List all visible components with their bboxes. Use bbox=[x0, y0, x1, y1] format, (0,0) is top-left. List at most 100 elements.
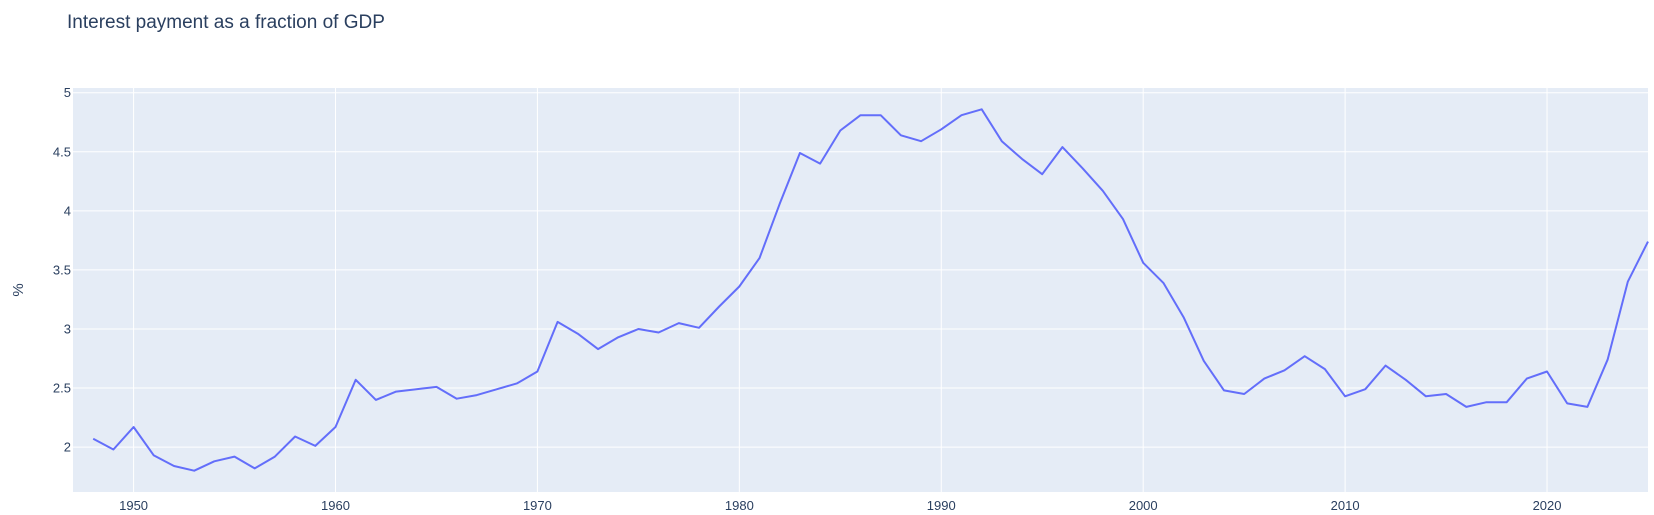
data-point bbox=[919, 139, 923, 143]
data-point bbox=[657, 331, 661, 335]
data-point bbox=[899, 133, 903, 137]
y-tick-label: 3 bbox=[64, 321, 71, 336]
data-point bbox=[980, 107, 984, 111]
data-point bbox=[879, 113, 883, 117]
data-point bbox=[1161, 281, 1165, 285]
data-point bbox=[354, 378, 358, 382]
data-point bbox=[495, 387, 499, 391]
data-point bbox=[1565, 401, 1569, 405]
data-point bbox=[677, 321, 681, 325]
data-point bbox=[798, 151, 802, 155]
x-tick-label: 1960 bbox=[321, 498, 350, 513]
y-axis-ticks: 2 2.5 3 3.5 4 4.5 5 bbox=[53, 85, 71, 454]
x-tick-label: 1950 bbox=[119, 498, 148, 513]
x-tick-label: 1970 bbox=[523, 498, 552, 513]
data-point bbox=[515, 381, 519, 385]
data-point bbox=[758, 256, 762, 260]
data-point bbox=[778, 202, 782, 206]
data-point bbox=[717, 305, 721, 309]
plot-area bbox=[73, 88, 1648, 492]
data-point bbox=[1545, 370, 1549, 374]
data-point bbox=[253, 466, 257, 470]
data-point bbox=[1222, 388, 1226, 392]
data-point bbox=[697, 326, 701, 330]
data-point bbox=[434, 385, 438, 389]
data-point bbox=[1444, 392, 1448, 396]
gridlines bbox=[73, 88, 1648, 492]
y-tick-label: 3.5 bbox=[53, 262, 71, 277]
data-point bbox=[818, 162, 822, 166]
data-point bbox=[1626, 280, 1630, 284]
data-point bbox=[374, 398, 378, 402]
data-point bbox=[1283, 368, 1287, 372]
y-tick-label: 2.5 bbox=[53, 381, 71, 396]
data-point bbox=[1060, 145, 1064, 149]
data-point bbox=[939, 127, 943, 131]
y-axis-title: % bbox=[10, 283, 27, 296]
y-tick-label: 4 bbox=[64, 203, 71, 218]
data-point bbox=[1202, 359, 1206, 363]
data-point bbox=[556, 320, 560, 324]
y-tick-label: 5 bbox=[64, 85, 71, 100]
data-point bbox=[959, 113, 963, 117]
x-axis-ticks: 1950 1960 1970 1980 1990 2000 2010 2020 bbox=[119, 498, 1561, 513]
data-point bbox=[1323, 367, 1327, 371]
data-point bbox=[1363, 387, 1367, 391]
data-point bbox=[1020, 157, 1024, 161]
data-point bbox=[535, 370, 539, 374]
data-point bbox=[1000, 139, 1004, 143]
data-point bbox=[233, 455, 237, 459]
data-point bbox=[91, 437, 95, 441]
data-point bbox=[1040, 172, 1044, 176]
data-point bbox=[1182, 315, 1186, 319]
data-point bbox=[1424, 394, 1428, 398]
data-point bbox=[293, 434, 297, 438]
x-tick-label: 2020 bbox=[1533, 498, 1562, 513]
data-point bbox=[152, 453, 156, 457]
data-point bbox=[859, 113, 863, 117]
data-point bbox=[111, 447, 115, 451]
data-point bbox=[1384, 364, 1388, 368]
y-tick-label: 4.5 bbox=[53, 144, 71, 159]
x-tick-label: 1980 bbox=[725, 498, 754, 513]
series-line bbox=[92, 108, 1649, 472]
data-point bbox=[1121, 217, 1125, 221]
data-point bbox=[1242, 392, 1246, 396]
x-tick-label: 1990 bbox=[927, 498, 956, 513]
data-point bbox=[1262, 377, 1266, 381]
data-point bbox=[172, 464, 176, 468]
data-point bbox=[1343, 394, 1347, 398]
data-point bbox=[132, 425, 136, 429]
data-point bbox=[414, 387, 418, 391]
data-point bbox=[334, 425, 338, 429]
data-point bbox=[1585, 405, 1589, 409]
data-point bbox=[1606, 358, 1610, 362]
x-tick-label: 2010 bbox=[1331, 498, 1360, 513]
data-point bbox=[576, 332, 580, 336]
y-tick-label: 2 bbox=[64, 440, 71, 455]
x-tick-label: 2000 bbox=[1129, 498, 1158, 513]
data-point bbox=[1484, 400, 1488, 404]
data-point bbox=[1646, 240, 1650, 244]
data-point bbox=[394, 390, 398, 394]
data-point bbox=[737, 284, 741, 288]
data-point bbox=[1404, 378, 1408, 382]
data-point bbox=[838, 129, 842, 133]
data-point bbox=[596, 347, 600, 351]
data-point bbox=[313, 444, 317, 448]
data-point bbox=[616, 335, 620, 339]
data-point bbox=[212, 459, 216, 463]
data-point bbox=[1303, 354, 1307, 358]
series-layer bbox=[91, 107, 1650, 473]
chart-title: Interest payment as a fraction of GDP bbox=[67, 12, 385, 33]
data-point bbox=[455, 397, 459, 401]
data-point bbox=[273, 455, 277, 459]
data-point bbox=[1505, 400, 1509, 404]
data-point bbox=[1464, 405, 1468, 409]
data-point bbox=[192, 469, 196, 473]
data-point bbox=[1525, 377, 1529, 381]
data-point bbox=[636, 327, 640, 331]
data-point bbox=[1141, 261, 1145, 265]
data-point bbox=[1101, 189, 1105, 193]
